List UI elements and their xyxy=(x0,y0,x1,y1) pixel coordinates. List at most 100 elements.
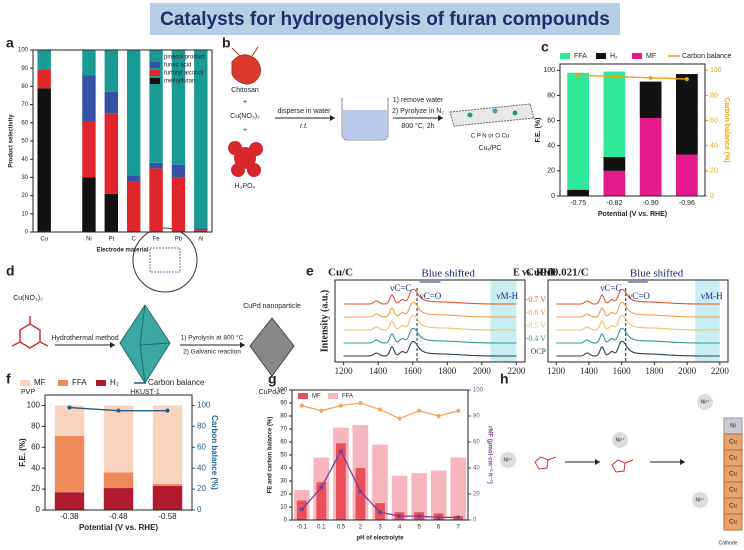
x-axis-label: Electrode material xyxy=(96,248,148,254)
marker xyxy=(165,408,170,413)
legend-swatch xyxy=(58,380,68,386)
x-tick-label: 1800 xyxy=(438,366,457,376)
y-tick-label: 60 xyxy=(21,120,28,126)
label: Ni²⁺ xyxy=(503,457,512,463)
arrowhead xyxy=(438,115,443,121)
marker xyxy=(338,403,343,408)
bar xyxy=(194,50,208,229)
legend-swatch xyxy=(150,70,160,76)
marker xyxy=(436,515,441,520)
y-tick-label: 0 xyxy=(284,518,288,524)
line xyxy=(578,74,687,80)
spectrum xyxy=(556,288,720,305)
label: Cu xyxy=(729,504,737,510)
plot-frame xyxy=(291,389,469,521)
bar xyxy=(411,473,427,520)
y2-tick-label: 0 xyxy=(710,193,714,200)
y-tick-label: 20 xyxy=(280,492,287,498)
y2-tick-label: 40 xyxy=(473,466,480,472)
marker xyxy=(319,485,324,490)
y-axis-label: Product selectivity xyxy=(9,114,15,168)
y-axis-label: F.E. (%) xyxy=(18,438,27,467)
plot-frame xyxy=(559,63,706,197)
marker xyxy=(456,408,461,413)
y2-tick-label: 100 xyxy=(197,401,211,410)
bar xyxy=(82,177,96,232)
x-tick-label: -0.1 xyxy=(297,525,308,531)
x-axis-label: pH of electrolyte xyxy=(356,536,404,542)
plot-frame xyxy=(547,279,729,363)
x-axis-label: Potential (V vs. RHE) xyxy=(79,523,158,532)
y2-axis-label: rMF (μmol·cm⁻²·h⁻¹) xyxy=(486,426,493,484)
solution xyxy=(343,110,387,139)
bar xyxy=(54,435,85,493)
marker xyxy=(378,407,382,412)
marker xyxy=(576,73,581,78)
label: Ni²⁺ xyxy=(615,437,624,443)
bar xyxy=(103,405,134,473)
label: Cu(NO₃)₂ xyxy=(13,295,43,302)
marker xyxy=(684,77,689,82)
label: PVP xyxy=(21,389,35,396)
y-tick-label: 80 xyxy=(547,92,555,99)
linker-icon xyxy=(11,316,49,349)
y-tick-label: 40 xyxy=(31,463,40,472)
label: C P N or O Cu xyxy=(471,134,510,140)
annotation: νC=O xyxy=(628,291,650,301)
label: 2) Galvanic reaction xyxy=(183,349,241,356)
legend-swatch xyxy=(150,78,160,84)
plus: + xyxy=(243,99,247,106)
y2-tick-label: 100 xyxy=(710,67,722,74)
label: r.t. xyxy=(300,123,308,130)
electrode-cells: Cu Cu Cu Cu Cu Cu xyxy=(723,433,743,531)
diagram-h: Ni²⁺ Ni²⁺ Ni²⁺ Ni²⁺ Ni Cu Cu Cu Cu Cu Cu Cath… xyxy=(500,394,743,546)
arrowhead xyxy=(110,342,115,348)
legend-label: furoic acid xyxy=(164,63,191,69)
bar xyxy=(567,72,589,190)
x-tick-label: -0.48 xyxy=(109,512,128,521)
trace-label: -0.5 V xyxy=(526,321,547,330)
y2-tick-label: 0 xyxy=(473,518,477,524)
atom xyxy=(467,112,473,118)
bar xyxy=(171,164,186,178)
magnifier xyxy=(132,227,198,293)
x-tick-label: 1200 xyxy=(547,366,566,376)
carbon-sheet xyxy=(449,103,535,127)
y-tick-label: 80 xyxy=(21,84,28,90)
diagram-d: Cu(NO₃)₂ PVP Hydrothermal method HKUST-1… xyxy=(11,227,301,396)
y-tick-label: 60 xyxy=(280,440,287,446)
bar xyxy=(450,457,467,520)
y-tick-label: 100 xyxy=(543,67,555,74)
marker xyxy=(338,449,343,454)
marker xyxy=(417,514,422,519)
bar xyxy=(126,181,141,232)
panel-label: a xyxy=(6,35,14,51)
legend-label: Carbon balance xyxy=(682,53,732,60)
bar xyxy=(336,443,346,520)
bar xyxy=(126,175,141,182)
label: 1) remove water xyxy=(393,97,444,104)
ion-icon xyxy=(612,432,628,448)
panel-label: h xyxy=(500,371,509,387)
y2-tick-label: 80 xyxy=(473,414,480,420)
x-tick-label: 1600 xyxy=(404,366,423,376)
x-tick-label: 0.1 xyxy=(317,525,326,531)
molecule xyxy=(534,456,557,470)
y2-tick-label: 0 xyxy=(197,505,202,514)
x-tick-label: 0.5 xyxy=(337,525,346,531)
bar xyxy=(194,230,208,232)
y2-tick-label: 20 xyxy=(473,492,480,498)
label: Ni²⁺ xyxy=(700,399,709,405)
marker xyxy=(299,507,304,512)
bar xyxy=(149,168,163,232)
electrode-cell xyxy=(723,513,743,531)
panel-title: Cu/C xyxy=(328,267,353,279)
y-tick-label: 40 xyxy=(21,157,28,163)
legend-swatch xyxy=(96,380,106,386)
trace-label: -0.7 V xyxy=(526,295,547,304)
marker xyxy=(358,489,363,494)
pore xyxy=(149,247,181,273)
x-tick-label: -0.90 xyxy=(643,200,659,207)
y-tick-label: 0 xyxy=(36,505,41,514)
marker xyxy=(397,416,402,421)
